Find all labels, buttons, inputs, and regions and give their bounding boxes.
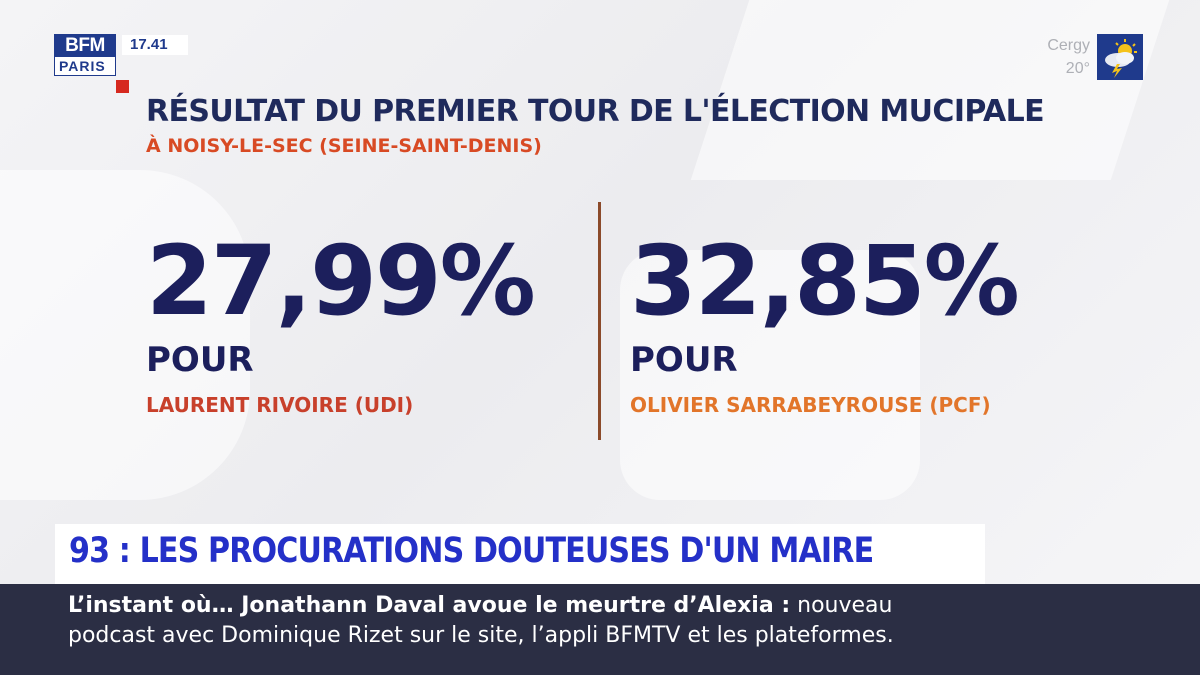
sun-cloud-storm-icon [1097,34,1143,80]
candidate-name-right: OLIVIER SARRABEYROUSE (PCF) [630,393,991,417]
ticker-rest-text: nouveau [790,593,893,618]
result-pour-left: POUR [146,340,254,380]
headline-bar [55,524,985,584]
logo-top-text: BFM [54,34,116,57]
watermark-shape [620,250,920,500]
ticker-bold-text: L’instant où… Jonathann Daval avoue le m… [68,593,791,618]
logo-red-square [116,80,129,93]
watermark-shape [690,0,1170,180]
result-pour-right: POUR [630,340,738,380]
ticker-line-2: podcast avec Dominique Rizet sur le site… [68,623,894,648]
watermark-shape [0,170,250,500]
headline-text: 93 : LES PROCURATIONS DOUTEUSES D'UN MAI… [69,531,874,571]
candidate-name-left: LAURENT RIVOIRE (UDI) [146,393,414,417]
weather-temp: 20° [1065,60,1090,77]
result-percentage-left: 27,99% [146,225,536,337]
results-divider [598,202,601,440]
weather-city: Cergy [1047,37,1090,54]
clock: 17.41 [122,35,188,55]
logo-bottom-text: PARIS [54,57,116,76]
ticker-line-1: L’instant où… Jonathann Daval avoue le m… [68,593,892,618]
page-subtitle: À NOISY-LE-SEC (SEINE-SAINT-DENIS) [146,135,542,157]
page-title: RÉSULTAT DU PREMIER TOUR DE L'ÉLECTION M… [146,94,1045,129]
result-percentage-right: 32,85% [630,225,1020,337]
channel-logo: BFM PARIS [54,34,116,76]
news-ticker [0,584,1200,675]
